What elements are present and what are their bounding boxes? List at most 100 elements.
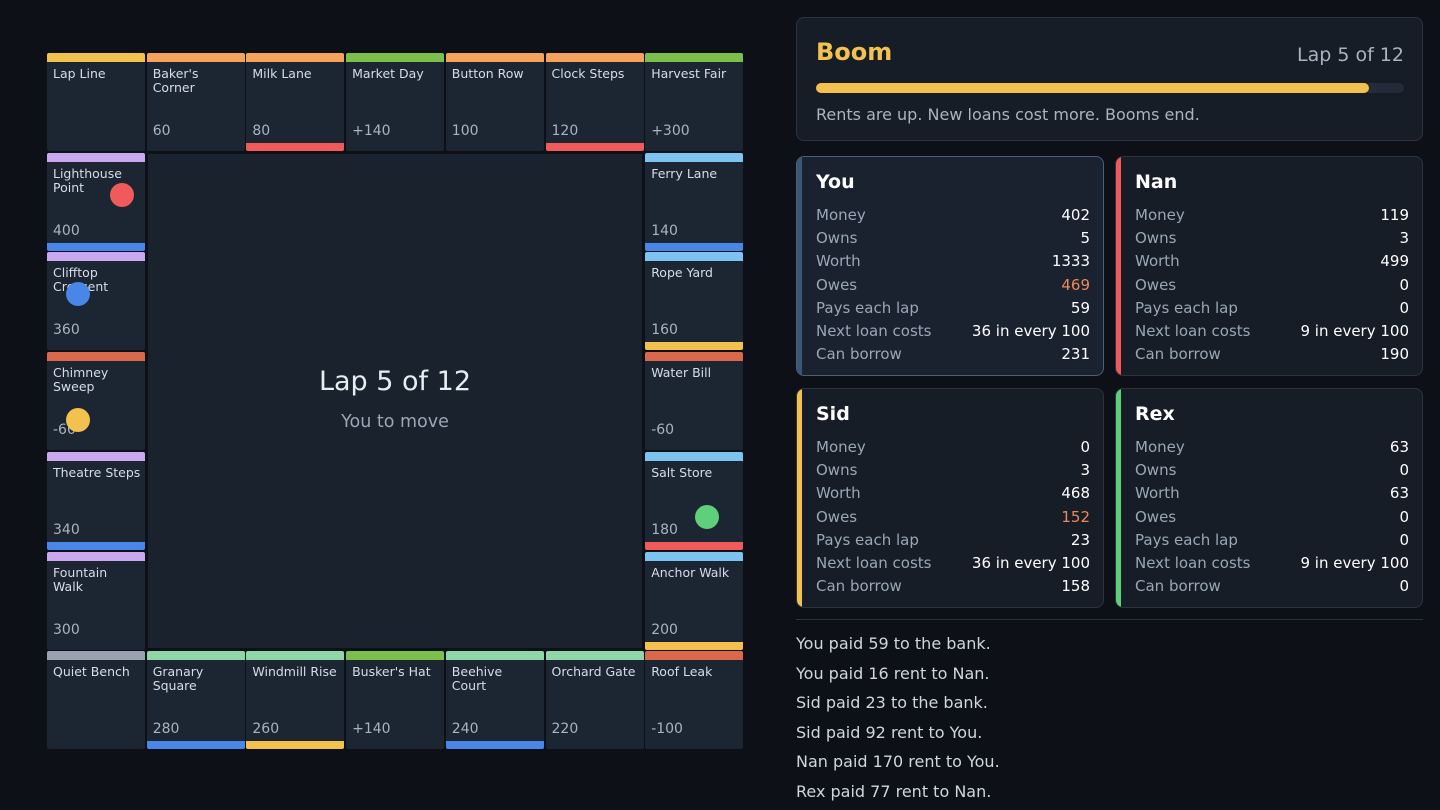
stat-value: 0	[1399, 530, 1409, 549]
board-tile[interactable]: Salt Store 180	[645, 451, 744, 550]
board-tile[interactable]: Fountain Walk 300	[47, 551, 145, 650]
player-token[interactable]	[695, 504, 720, 529]
stat-row: Pays each lap 0	[1135, 297, 1409, 320]
board-tile[interactable]: Rope Yard 160	[645, 252, 744, 351]
lap-progress-fill	[816, 83, 1369, 93]
tile-color-stripe	[146, 651, 245, 661]
board-tile[interactable]: Lap Line	[47, 53, 145, 151]
board-tile[interactable]: Anchor Walk 200	[645, 551, 744, 650]
tile-value: 100	[451, 123, 479, 139]
stat-label: Pays each lap	[816, 530, 919, 549]
stat-value: 190	[1380, 345, 1409, 364]
player-card: You Money 402 Owns 5 Worth 1333 Owes 469 Pays eac…	[796, 156, 1104, 376]
tile-color-stripe	[346, 53, 445, 62]
stat-row: Money 402	[816, 204, 1090, 227]
event-log: You paid 59 to the bank. You paid 16 rent…	[796, 629, 1000, 807]
stat-label: Next loan costs	[1135, 321, 1251, 340]
stat-value: 36 in every 100	[971, 321, 1090, 340]
stat-value: 119	[1380, 206, 1409, 224]
player-name: Nan	[1135, 171, 1178, 193]
stat-row: Worth 63	[1135, 482, 1409, 505]
stat-label: Pays each lap	[1135, 298, 1238, 317]
stat-value: 402	[1061, 206, 1090, 224]
board-tile[interactable]: Harvest Fair +300	[645, 53, 744, 151]
player-token[interactable]	[110, 182, 134, 207]
stat-label: Can borrow	[1135, 345, 1221, 364]
board-tile[interactable]: Lighthouse Point 400	[47, 152, 145, 251]
board-tile[interactable]: Roof Leak -100	[645, 651, 744, 750]
board-tile[interactable]: Busker's Hat +140	[346, 651, 445, 750]
board-tile[interactable]: Orchard Gate 220	[545, 651, 644, 750]
player-accent-bar	[797, 389, 802, 607]
tile-color-stripe	[47, 352, 145, 362]
board-tile[interactable]: Chimney Sweep -60	[47, 352, 145, 451]
log-entry: Sid paid 23 to the bank.	[796, 693, 988, 713]
stat-label: Money	[816, 438, 866, 456]
stat-label: Owes	[816, 275, 858, 294]
stat-row: Pays each lap 0	[1135, 529, 1409, 552]
turn-indicator: You to move	[341, 412, 449, 432]
board-tile[interactable]: Button Row 100	[445, 53, 544, 151]
stat-row: Owns 5	[816, 227, 1090, 250]
tile-name: Busker's Hat	[352, 664, 431, 680]
tile-owner-stripe	[47, 242, 145, 251]
tile-value: 360	[53, 322, 80, 339]
board-tile[interactable]: Theatre Steps 340	[47, 451, 145, 550]
stat-label: Worth	[816, 252, 861, 271]
stat-value: 9 in every 100	[1300, 553, 1409, 572]
board-tile[interactable]: Milk Lane 80	[246, 53, 345, 151]
player-card: Rex Money 63 Owns 0 Worth 63 Owes 0 Pays each lap…	[1115, 388, 1423, 608]
tile-value: 240	[451, 721, 479, 738]
board-center: Lap 5 of 12 You to move	[148, 154, 642, 648]
stat-label: Money	[1135, 438, 1185, 456]
stat-label: Can borrow	[816, 345, 902, 364]
event-description: Rents are up. New loans cost more. Booms…	[816, 105, 1200, 124]
tile-name: Lighthouse Point	[53, 165, 122, 195]
stat-label: Owes	[816, 507, 858, 526]
stat-row: Can borrow 158	[816, 575, 1090, 598]
stat-label: Owes	[1135, 275, 1177, 294]
stat-row: Money 63	[1135, 436, 1409, 459]
stat-row: Next loan costs 36 in every 100	[816, 552, 1090, 575]
stat-label: Owns	[816, 461, 858, 480]
board-tile[interactable]: Market Day +140	[346, 53, 445, 151]
tile-color-stripe	[645, 551, 744, 561]
player-name: Sid	[816, 403, 850, 425]
stat-row: Can borrow 190	[1135, 343, 1409, 366]
stat-label: Owns	[816, 229, 858, 248]
player-token[interactable]	[66, 408, 90, 433]
stat-value: 63	[1389, 484, 1409, 503]
player-accent-bar	[1116, 157, 1121, 375]
stat-value: 63	[1389, 438, 1409, 456]
tile-owner-stripe	[445, 741, 544, 750]
tile-name: Market Day	[352, 66, 424, 81]
stat-value: 468	[1061, 484, 1090, 503]
stat-label: Worth	[1135, 484, 1180, 503]
stat-value: 499	[1380, 252, 1409, 271]
tile-name: Theatre Steps	[53, 464, 141, 480]
stat-value: 0	[1080, 438, 1090, 456]
tile-name: Clock Steps	[551, 66, 625, 81]
stat-value: 152	[1061, 507, 1090, 526]
stat-value: 3	[1399, 229, 1409, 248]
tile-value: +140	[352, 123, 391, 139]
tile-color-stripe	[146, 53, 245, 62]
board-tile[interactable]: Granary Square 280	[146, 651, 245, 750]
lap-progress-bar	[816, 83, 1404, 93]
tile-value: 200	[651, 621, 678, 638]
tile-color-stripe	[47, 451, 145, 461]
tile-value: -100	[651, 721, 683, 738]
tile-color-stripe	[545, 53, 644, 62]
board-tile[interactable]: Ferry Lane 140	[645, 152, 744, 251]
board-tile[interactable]: Water Bill -60	[645, 352, 744, 451]
board-tile[interactable]: Baker's Corner 60	[146, 53, 245, 151]
board-tile[interactable]: Beehive Court 240	[445, 651, 544, 750]
board-tile[interactable]: Windmill Rise 260	[246, 651, 345, 750]
stat-label: Next loan costs	[1135, 553, 1251, 572]
board-tile[interactable]: Clifftop Crescent360	[47, 252, 145, 351]
player-token[interactable]	[66, 282, 90, 307]
board-tile[interactable]: Quiet Bench	[47, 651, 145, 750]
board-tile[interactable]: Clock Steps 120	[545, 53, 644, 151]
stat-value: 0	[1399, 507, 1409, 526]
player-stats: Money 63 Owns 0 Worth 63 Owes 0 Pays each lap 0 Ne…	[1135, 436, 1409, 598]
